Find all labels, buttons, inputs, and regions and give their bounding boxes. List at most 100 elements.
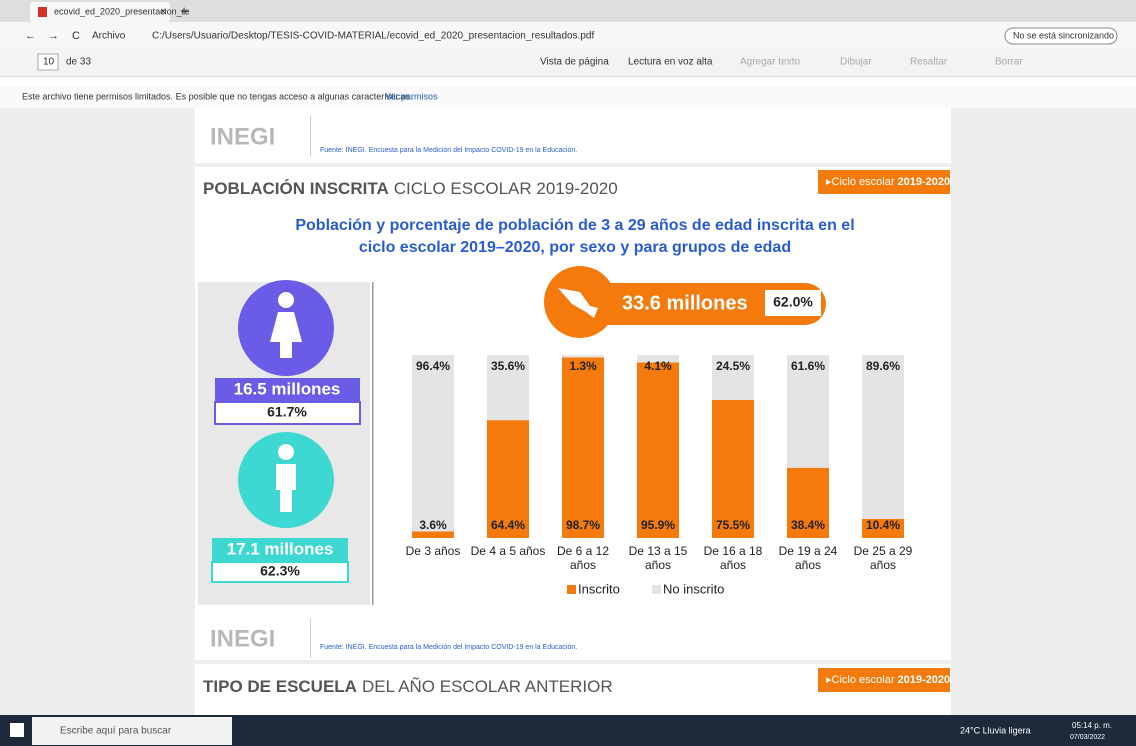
bar-segment bbox=[412, 531, 454, 538]
women-pct-box bbox=[214, 401, 361, 425]
badge-label: Ciclo escolar bbox=[832, 176, 895, 188]
start-button[interactable] bbox=[10, 723, 24, 737]
tab-close[interactable]: × bbox=[160, 6, 166, 18]
x-tick-label-box: De 6 a 12 años bbox=[556, 544, 610, 572]
back[interactable]: ← bbox=[25, 30, 36, 42]
bar-chart: 3.6% 96.4% De 3 años 64.4% 35.6% De 4 a 5 año… bbox=[406, 355, 913, 596]
chart-title: Población y porcentaje de población de 3… bbox=[295, 217, 855, 256]
footer-source: Fuente: INEGI. Encuesta para la Medición… bbox=[320, 644, 577, 651]
map-icon bbox=[558, 288, 598, 318]
url[interactable]: C:/Users/Usuario/Desktop/TESIS-COVID-MAT… bbox=[152, 31, 594, 42]
men-head bbox=[278, 444, 294, 460]
value-label: 24.5% bbox=[716, 359, 750, 373]
bar-segment bbox=[862, 518, 904, 538]
value-label: 1.3% bbox=[569, 359, 597, 373]
sync-button[interactable] bbox=[1004, 27, 1118, 45]
forward[interactable]: → bbox=[48, 30, 59, 42]
next-heading-bold: TIPO DE ESCUELA bbox=[203, 677, 357, 696]
bar-segment bbox=[712, 355, 754, 400]
toolbar-button[interactable]: Dibujar bbox=[840, 57, 872, 68]
pdf-toolbar bbox=[0, 48, 1136, 76]
x-tick-label-box: De 16 a 18 años bbox=[704, 544, 763, 572]
women-body bbox=[270, 312, 302, 358]
women-total-box bbox=[215, 378, 360, 402]
bar-segment bbox=[487, 420, 529, 538]
sync-text: No se está sincronizando bbox=[1013, 30, 1114, 40]
logo-divider bbox=[310, 618, 311, 658]
page-number: 10 bbox=[43, 57, 55, 68]
source: Fuente: INEGI. Encuesta para la Medición… bbox=[320, 147, 577, 154]
men-total: 17.1 millones bbox=[227, 539, 334, 558]
women-pct: 61.7% bbox=[267, 404, 307, 420]
badge-text: ▸Ciclo escolar 2019-2020 bbox=[826, 674, 950, 686]
value-label: 75.5% bbox=[716, 518, 750, 532]
next-heading-rest: DEL AÑO ESCOLAR ANTERIOR bbox=[362, 677, 613, 696]
bar-segment bbox=[862, 355, 904, 519]
value-label: 95.9% bbox=[641, 518, 675, 532]
clock-date: 07/03/2022 bbox=[1070, 734, 1105, 741]
heading-bold: POBLACIÓN INSCRITA bbox=[203, 179, 389, 198]
value-label: 3.6% bbox=[419, 518, 447, 532]
pdf-icon bbox=[38, 7, 47, 17]
reload[interactable]: C bbox=[72, 30, 80, 42]
toolbar-button[interactable]: Agregar texto bbox=[740, 57, 800, 68]
notice-text: Este archivo tiene permisos limitados. E… bbox=[22, 91, 412, 101]
page-input[interactable] bbox=[37, 53, 59, 71]
legend-label: Inscrito bbox=[578, 581, 620, 596]
notice-link[interactable]: Ver permisos bbox=[385, 91, 438, 101]
search-box[interactable] bbox=[32, 717, 232, 745]
badge-label: Ciclo escolar bbox=[832, 674, 895, 686]
x-tick-label: De 4 a 5 años bbox=[470, 544, 546, 558]
bar-segment bbox=[562, 355, 604, 358]
address-bar bbox=[0, 22, 1136, 48]
logo-divider bbox=[310, 116, 311, 156]
page-count: de 33 bbox=[66, 57, 91, 68]
tab-bar bbox=[0, 0, 1136, 22]
chart-title-box: Población y porcentaje de población de 3… bbox=[295, 217, 855, 256]
value-label: 35.6% bbox=[491, 359, 525, 373]
notice-bar bbox=[0, 86, 1136, 108]
toolbar-button[interactable]: Vista de página bbox=[540, 57, 609, 68]
new-tab[interactable]: + bbox=[180, 3, 188, 19]
badge bbox=[818, 668, 950, 692]
value-label: 4.1% bbox=[644, 359, 672, 373]
value-label: 38.4% bbox=[791, 518, 825, 532]
toolbar-button[interactable]: Borrar bbox=[995, 57, 1023, 68]
toolbar-button[interactable]: Lectura en voz alta bbox=[628, 57, 713, 68]
badge bbox=[818, 170, 950, 194]
value-label: 89.6% bbox=[866, 359, 900, 373]
total-pct-box bbox=[765, 290, 821, 316]
toolbar-button[interactable]: Resaltar bbox=[910, 57, 948, 68]
women-head bbox=[278, 292, 294, 308]
x-tick-label-box: De 25 a 29 años bbox=[854, 544, 913, 572]
divider bbox=[0, 76, 1136, 77]
bar-segment bbox=[562, 357, 604, 538]
badge-text: ▸Ciclo escolar 2019-2020 bbox=[826, 176, 950, 188]
x-tick-label-box: De 13 a 15 años bbox=[628, 544, 688, 572]
women-total: 16.5 millones bbox=[234, 379, 341, 398]
legend-swatch bbox=[652, 585, 661, 594]
search-text: Escribe aquí para buscar bbox=[60, 726, 172, 737]
logo: INEGI bbox=[210, 123, 275, 150]
men-pct-box bbox=[211, 561, 349, 583]
value-label: 96.4% bbox=[416, 359, 450, 373]
page-top bbox=[195, 108, 951, 163]
tab[interactable] bbox=[30, 2, 170, 22]
value-label: 98.7% bbox=[566, 518, 600, 532]
men-pct: 62.3% bbox=[260, 563, 300, 579]
total-pct: 62.0% bbox=[773, 294, 813, 310]
legend-label: No inscrito bbox=[663, 581, 724, 596]
x-tick-label: De 6 a 12 años bbox=[556, 544, 610, 572]
bar-segment bbox=[637, 362, 679, 538]
value-label: 61.6% bbox=[791, 359, 825, 373]
weather: 24°C Lluvia ligera bbox=[960, 725, 1031, 735]
men-total-box bbox=[212, 538, 348, 562]
bar-segment bbox=[412, 355, 454, 532]
x-tick-label: De 13 a 15 años bbox=[628, 544, 688, 572]
x-tick-label: De 19 a 24 años bbox=[778, 544, 838, 572]
address-prefix: Archivo bbox=[92, 31, 126, 42]
x-tick-label-box: De 3 años bbox=[406, 544, 461, 558]
value-label: 10.4% bbox=[866, 518, 900, 532]
footer-logo: INEGI bbox=[210, 625, 275, 652]
